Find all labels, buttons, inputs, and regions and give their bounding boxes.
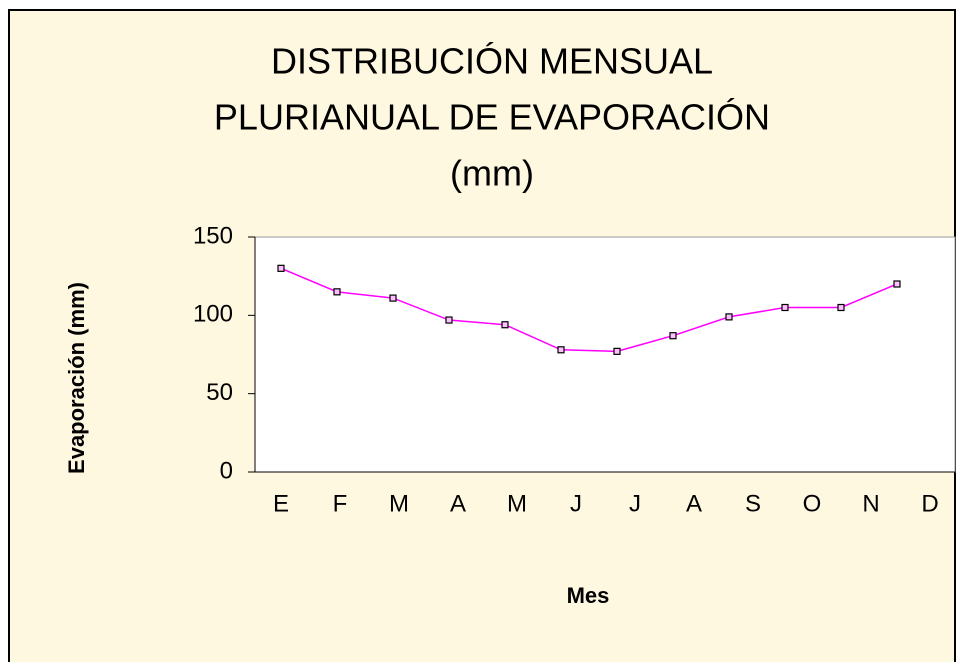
data-point (389, 294, 397, 302)
data-point (781, 303, 789, 312)
y-tick-label: 50 (206, 379, 233, 406)
data-point (445, 316, 453, 324)
chart-title: PLURIANUAL DE EVAPORACIÓN (214, 97, 770, 138)
x-axis-label: Mes (567, 583, 610, 608)
data-point (837, 303, 845, 312)
x-tick-label: D (921, 490, 938, 517)
data-point (277, 264, 285, 272)
y-tick-label: 0 (220, 457, 233, 484)
x-tick-label: N (862, 490, 879, 517)
x-tick-label: M (507, 490, 527, 517)
data-point (725, 313, 733, 321)
y-tick-label: 100 (193, 301, 233, 328)
y-axis-label: Evaporación (mm) (64, 282, 89, 474)
data-point (333, 288, 341, 296)
x-tick-label: O (803, 490, 822, 517)
y-tick-label: 150 (193, 222, 233, 249)
x-tick-label: J (629, 490, 641, 517)
chart-title: DISTRIBUCIÓN MENSUAL (271, 41, 713, 82)
data-line (280, 267, 898, 353)
data-point (669, 332, 677, 340)
x-tick-label: S (745, 490, 761, 517)
data-point (501, 321, 509, 329)
x-tick-label: A (686, 490, 702, 517)
x-tick-label: J (570, 490, 582, 517)
plot-area (254, 236, 956, 473)
x-tick-label: A (450, 490, 466, 517)
x-tick-label: F (333, 490, 348, 517)
data-point (613, 347, 621, 355)
data-point (557, 346, 565, 354)
x-tick-label: M (389, 490, 409, 517)
data-point (893, 280, 901, 288)
x-tick-label: E (273, 490, 289, 517)
chart-title: (mm) (450, 153, 534, 194)
